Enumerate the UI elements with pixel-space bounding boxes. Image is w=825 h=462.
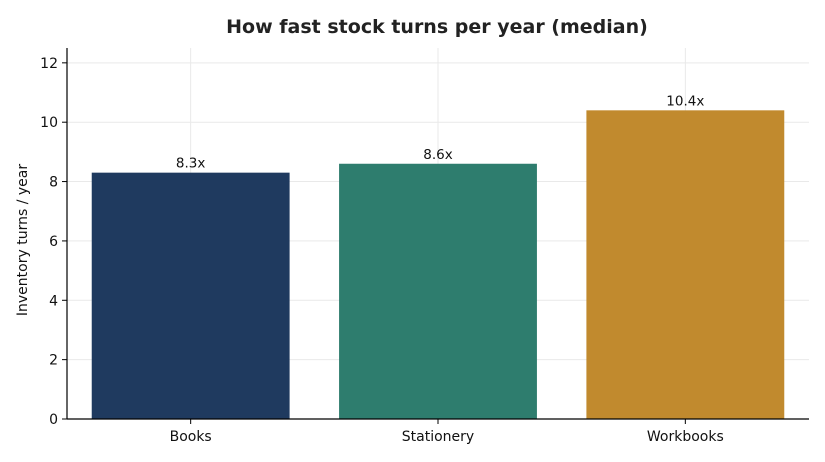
y-tick-label: 12 [40,56,58,72]
bar-books [91,172,290,419]
y-axis: 0 2 4 6 8 10 12 [40,48,68,428]
bar-stationery [339,163,537,419]
bars [91,110,785,419]
data-label-workbooks: 10.4x [666,93,704,109]
chart-title: How fast stock turns per year (median) [226,16,648,38]
y-tick-label: 2 [49,353,58,369]
bar-workbooks [586,110,785,419]
x-tick-label-books: Books [170,429,212,445]
y-tick-label: 4 [49,293,58,309]
data-label-books: 8.3x [176,156,205,172]
data-labels: 8.3x 8.6x 10.4x [176,93,704,171]
x-tick-label-workbooks: Workbooks [647,429,724,445]
data-label-stationery: 8.6x [423,147,452,163]
y-axis-label: Inventory turns / year [15,164,31,316]
y-tick-label: 10 [40,115,58,131]
x-tick-label-stationery: Stationery [402,429,474,445]
y-tick-label: 8 [49,175,58,191]
x-axis: Books Stationery Workbooks [67,418,809,445]
y-tick-label: 6 [49,234,58,250]
y-tick-label: 0 [49,412,58,428]
